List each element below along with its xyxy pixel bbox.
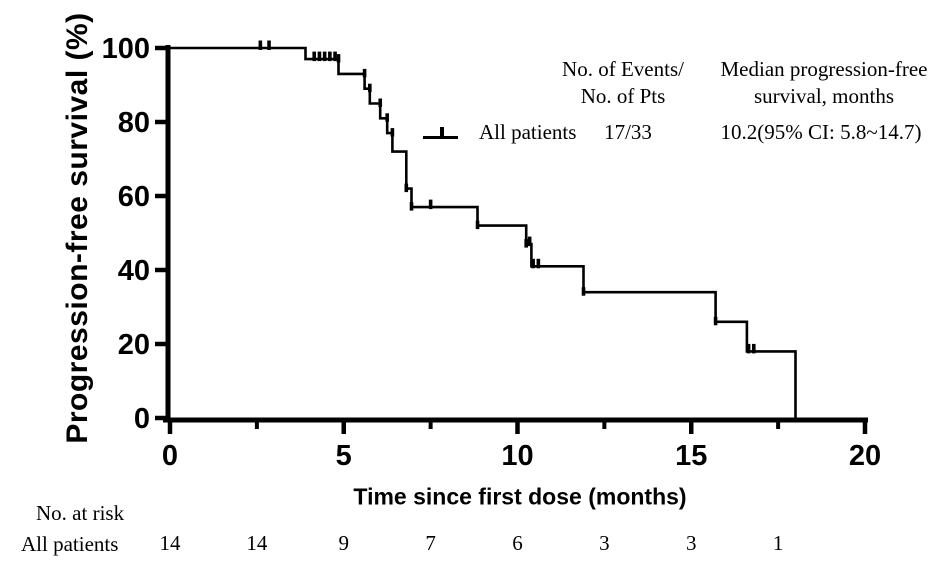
risk-count: 9 <box>339 531 350 555</box>
x-tick-label: 20 <box>849 440 881 472</box>
legend-median-header: Median progression-free survival, months <box>720 56 927 110</box>
y-tick-label: 80 <box>118 107 150 139</box>
y-tick-label: 100 <box>102 33 150 65</box>
risk-row-label: All patients <box>21 532 119 556</box>
legend-line-symbol <box>423 127 458 139</box>
risk-count: 3 <box>599 531 610 555</box>
x-axis-label: Time since first dose (months) <box>353 483 687 510</box>
legend-events-header-line1: No. of Events/ <box>562 57 684 81</box>
risk-count: 1 <box>773 531 784 555</box>
risk-table-title: No. at risk <box>36 501 125 525</box>
y-axis-label: Progression-free survival (%) <box>61 12 94 444</box>
legend-median-header-line1: Median progression-free <box>720 57 928 81</box>
x-tick-label: 0 <box>162 440 178 472</box>
risk-count: 14 <box>246 531 268 555</box>
y-tick-label: 60 <box>118 181 150 213</box>
legend-median-header-line2: survival, months <box>753 84 894 108</box>
y-tick-label: 0 <box>134 403 150 435</box>
y-tick-label: 20 <box>118 329 150 361</box>
x-tick-label: 10 <box>501 440 533 472</box>
risk-count: 6 <box>512 531 523 555</box>
risk-count: 7 <box>425 531 436 555</box>
y-tick-label: 40 <box>118 255 150 287</box>
legend-events-header-line2: No. of Pts <box>580 84 666 108</box>
legend-median-value: 10.2(95% CI: 5.8~14.7) <box>720 120 922 144</box>
censor-tick-icon <box>440 127 444 139</box>
km-curve-all-patients <box>168 46 797 418</box>
x-tick-label: 15 <box>675 440 707 472</box>
risk-count: 14 <box>160 531 182 555</box>
x-tick-label: 5 <box>336 440 352 472</box>
risk-count: 3 <box>686 531 697 555</box>
legend-events-header: No. of Events/ No. of Pts <box>562 56 684 110</box>
legend-series-label: All patients <box>479 120 577 144</box>
legend-events-value: 17/33 <box>604 120 652 144</box>
